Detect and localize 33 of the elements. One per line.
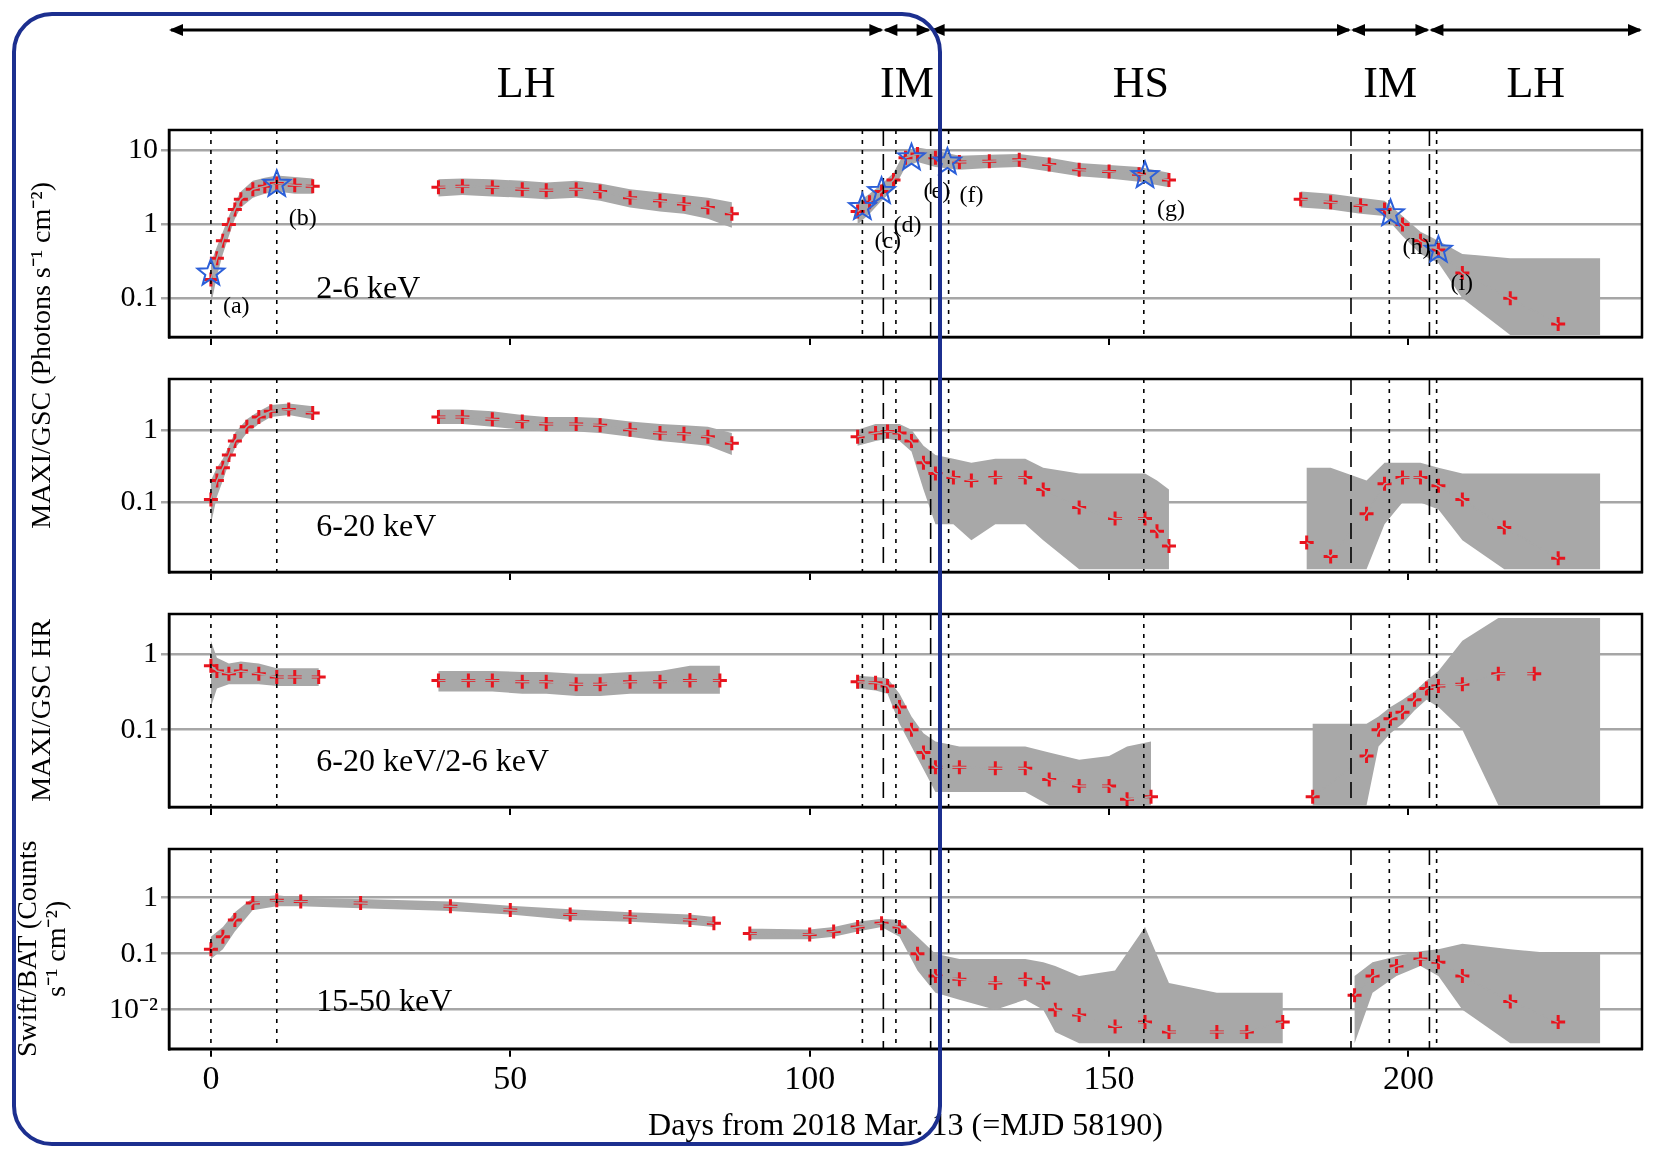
y-tick-label: 10 [128,131,158,165]
y-tick-label: 0.1 [120,934,158,968]
y-tick-label: 10⁻² [109,990,158,1024]
annotation: (a) [222,292,250,319]
text: IM [880,57,934,107]
x-tick-label: 100 [784,1059,836,1097]
y-axis-title: MAXI/GSC (Photons s⁻¹ cm⁻²) [25,182,57,529]
text: HS [1112,57,1169,107]
x-tick-label: 150 [1083,1059,1135,1097]
annotation: 6-20 keV/2-6 keV [316,742,550,779]
annotation: 2-6 keV [316,268,421,305]
y-tick-label: 1 [143,878,158,912]
text: LH [1506,57,1566,107]
annotation: (b) [288,203,317,230]
x-tick-label: 50 [493,1059,528,1097]
y-tick-label: 1 [143,205,158,239]
text: IM [1363,57,1418,107]
y-tick-label: 0.1 [120,483,158,517]
annotation: 6-20 keV [316,507,437,544]
text: LH [496,57,556,107]
annotation: (f) [959,181,984,208]
y-tick-label: 1 [143,635,158,669]
x-axis-title: Days from 2018 Mar. 13 (=MJD 58190) [648,1106,1163,1143]
y-axis-title: MAXI/GSC HR [25,619,57,802]
y-tick-label: 0.1 [120,710,158,744]
y-axis-title: Swift/BAT (Counts s⁻¹ cm⁻²) [10,839,71,1060]
y-tick-label: 1 [143,410,158,444]
y-tick-label: 0.1 [120,279,158,313]
annotation: 15-50 keV [316,982,453,1019]
annotation: (g) [1157,194,1185,221]
annotation: (i) [1450,269,1474,296]
x-tick-label: 0 [202,1059,220,1097]
x-tick-label: 200 [1382,1059,1434,1097]
